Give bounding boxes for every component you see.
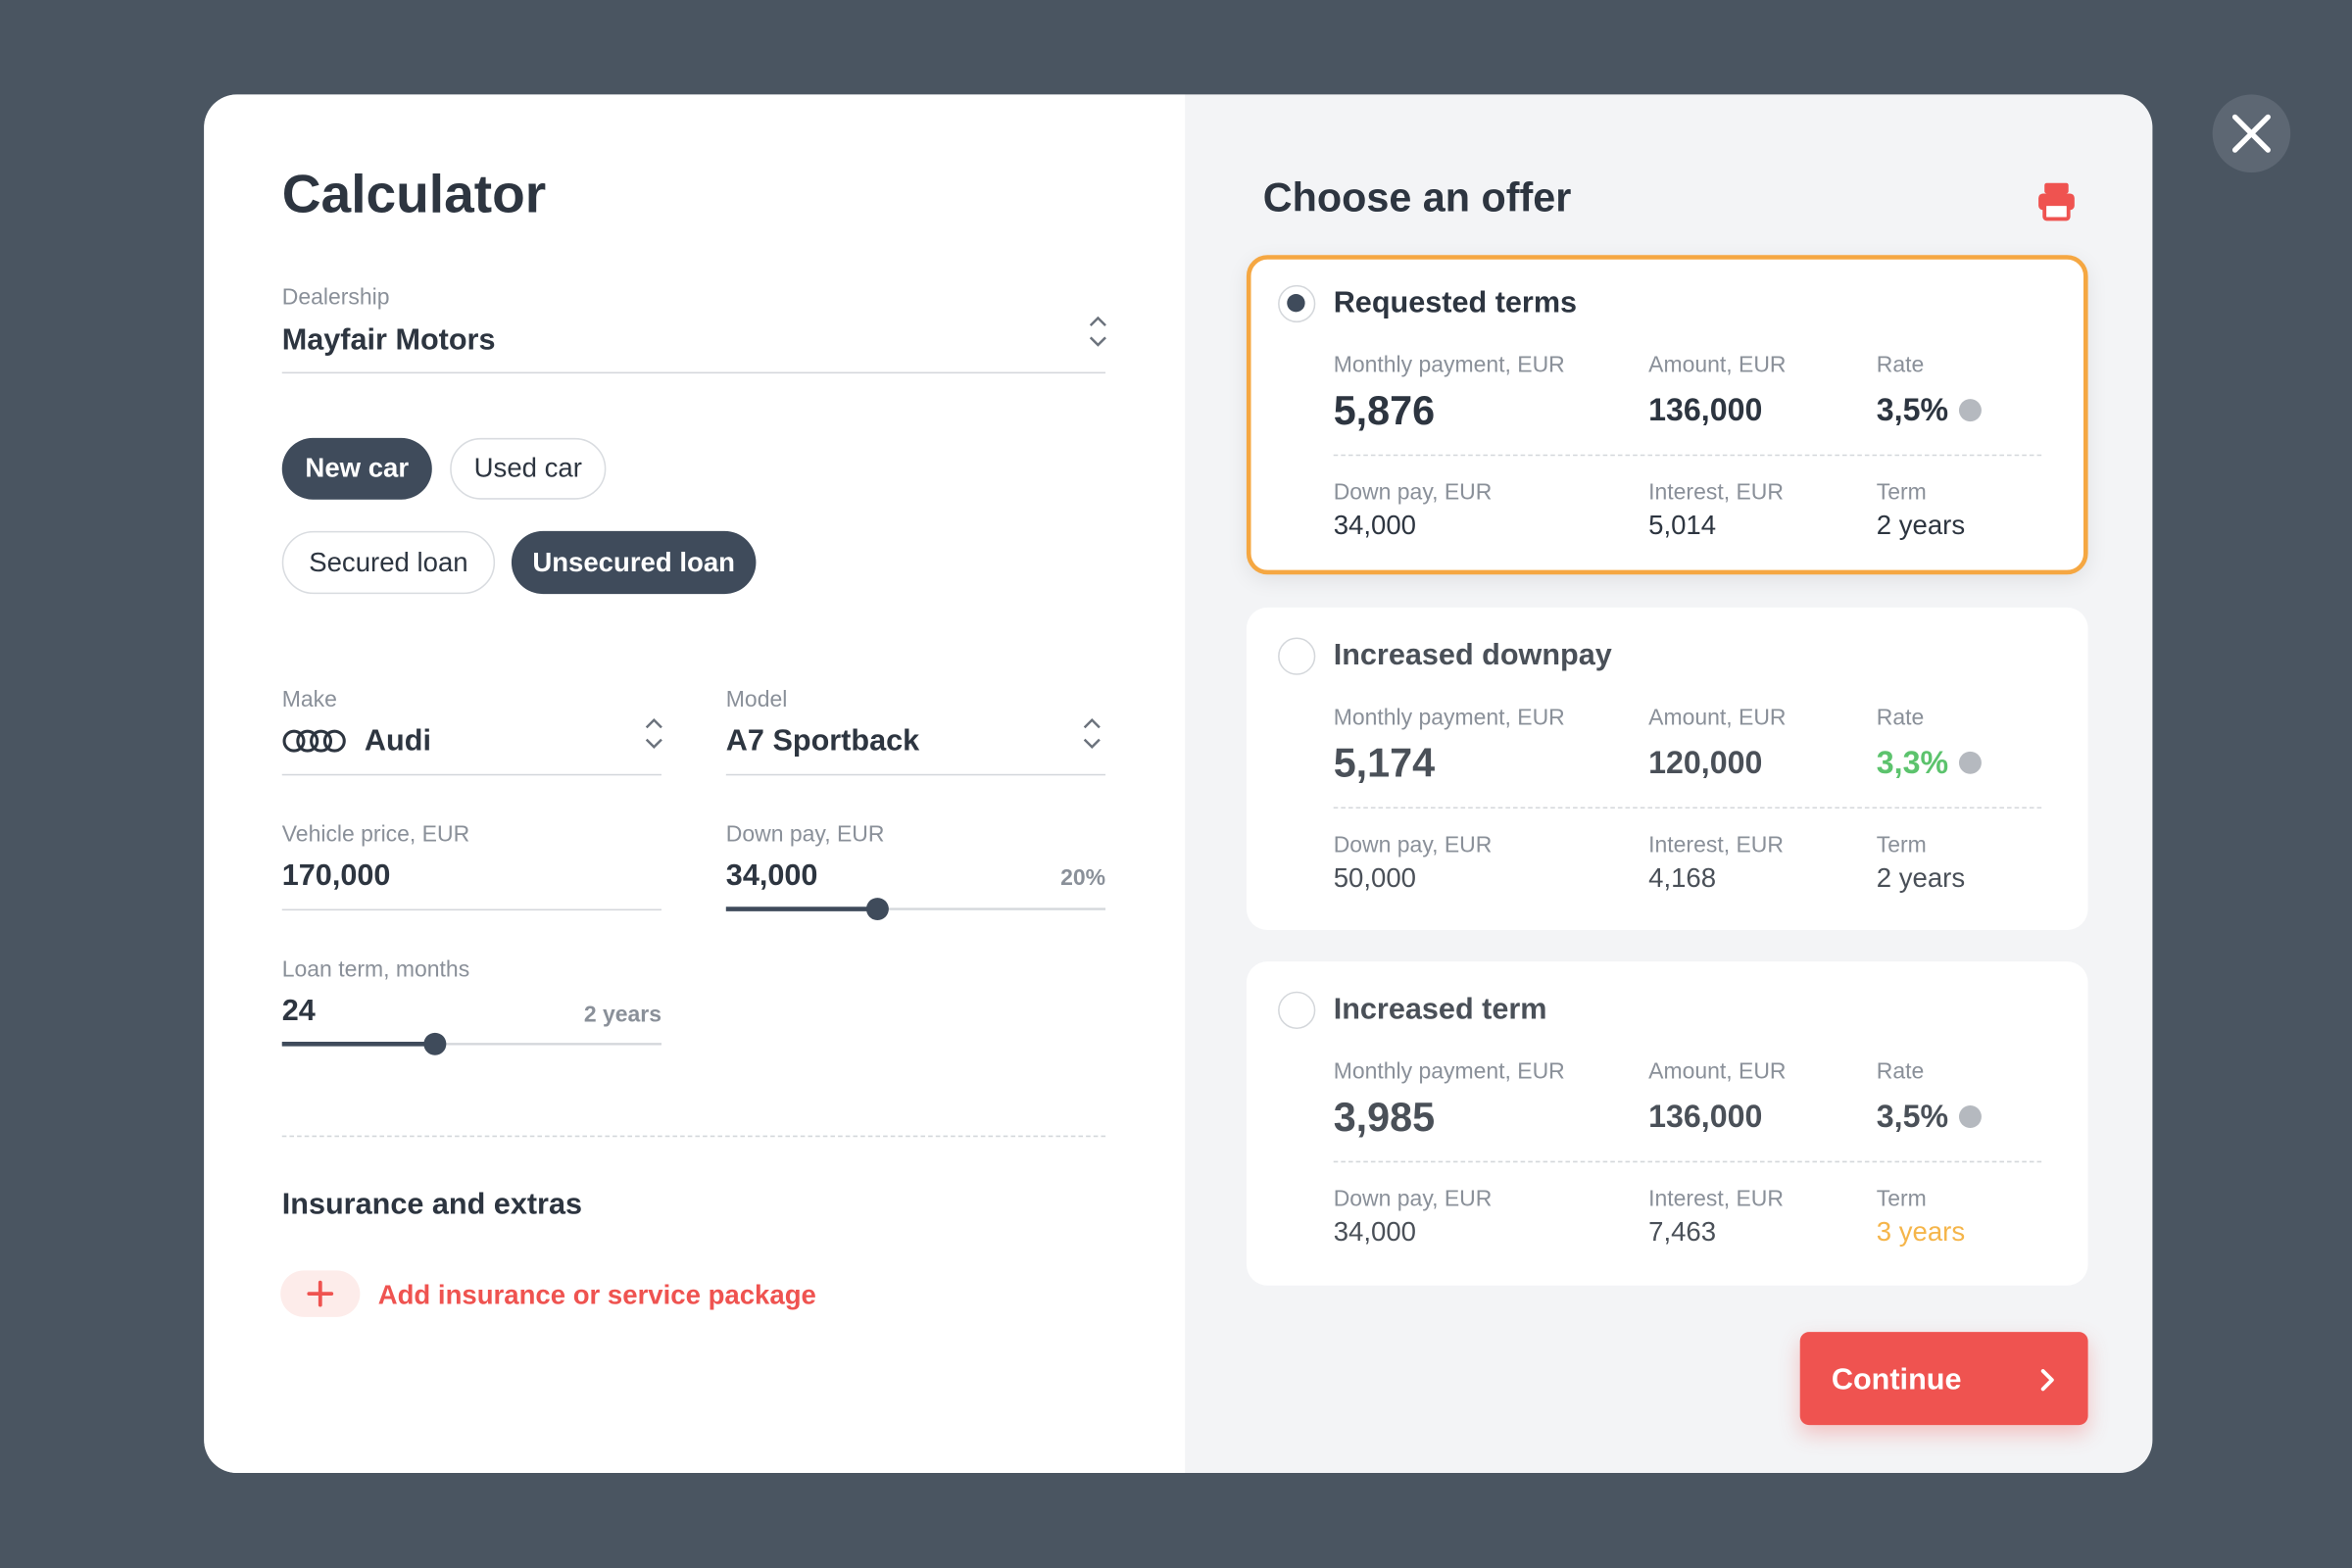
field-value[interactable]: A7 Sportback xyxy=(725,724,920,758)
field-value: 3,985 xyxy=(1333,1095,1436,1140)
offer-card[interactable]: Increased downpay Monthly payment, EUR 5,1… xyxy=(1246,607,2088,930)
radio[interactable] xyxy=(1278,637,1316,675)
radio[interactable] xyxy=(1278,991,1316,1029)
field-value: 2 years xyxy=(1876,862,1966,894)
select-arrows xyxy=(1083,717,1101,749)
field-label: Make xyxy=(281,687,337,713)
field-value: 5,014 xyxy=(1648,510,1717,541)
plus-icon xyxy=(307,1280,334,1307)
field-value: 7,463 xyxy=(1648,1216,1717,1248)
field-label: Monthly payment, EUR xyxy=(1333,1058,1565,1085)
offer-card[interactable]: Requested terms Monthly payment, EUR 5,876… xyxy=(1246,255,2088,575)
info-icon[interactable] xyxy=(1958,751,1982,774)
slider[interactable] xyxy=(276,1029,669,1059)
field-value[interactable]: 24 xyxy=(281,994,316,1028)
field-label: Monthly payment, EUR xyxy=(1333,705,1565,731)
offer-title: Increased term xyxy=(1333,993,1547,1026)
field-value: 3,5% xyxy=(1876,1100,1949,1135)
radio[interactable] xyxy=(1278,284,1316,323)
term-note: 2 years xyxy=(583,1002,662,1028)
close-button[interactable] xyxy=(2212,94,2291,173)
offers-title: Choose an offer xyxy=(1262,174,1572,220)
add-link[interactable]: Add insurance or service package xyxy=(377,1279,816,1310)
info-icon[interactable] xyxy=(1958,1105,1982,1129)
field-label: Interest, EUR xyxy=(1648,479,1784,506)
field-value: 34,000 xyxy=(1333,1216,1416,1248)
field-label: Term xyxy=(1876,1186,1927,1212)
field-label: Down pay, EUR xyxy=(1333,832,1493,858)
field-label: Term xyxy=(1876,832,1927,858)
field-value: 3,5% xyxy=(1876,393,1949,428)
field-label: Down pay, EUR xyxy=(725,821,885,848)
field-label: Term xyxy=(1876,479,1927,506)
field-label: Interest, EUR xyxy=(1648,1186,1784,1212)
field-value: 5,174 xyxy=(1333,740,1436,786)
toggle[interactable]: Secured loan xyxy=(281,530,496,595)
select-arrows xyxy=(1089,316,1106,347)
field-label: Rate xyxy=(1876,352,1925,378)
field-label: Amount, EUR xyxy=(1648,352,1787,378)
field-label: Rate xyxy=(1876,705,1925,731)
select-arrows xyxy=(645,717,662,749)
field-value: 50,000 xyxy=(1333,862,1416,894)
field-value[interactable]: Audi xyxy=(364,724,431,758)
field-value: 5,876 xyxy=(1333,388,1436,434)
info-icon[interactable] xyxy=(1958,399,1982,422)
percent: 20% xyxy=(1060,865,1106,892)
close-icon xyxy=(2231,114,2271,153)
field-label: Loan term, months xyxy=(281,956,470,983)
field-label: Dealership xyxy=(281,284,390,311)
divider xyxy=(1333,807,2042,808)
field-label: Amount, EUR xyxy=(1648,1058,1787,1085)
field-label: Vehicle price, EUR xyxy=(281,821,470,848)
toggle[interactable]: Unsecured loan xyxy=(511,530,757,595)
field-label: Model xyxy=(725,687,788,713)
field-value: 136,000 xyxy=(1648,393,1763,428)
offer-card[interactable]: Increased term Monthly payment, EUR 3,985 A… xyxy=(1246,961,2088,1286)
divider xyxy=(1333,1160,2042,1163)
field-value: 3 years xyxy=(1876,1216,1966,1248)
toggle[interactable]: New car xyxy=(281,437,432,500)
field-value: 120,000 xyxy=(1648,746,1763,781)
field-value: 34,000 xyxy=(1333,510,1416,541)
divider xyxy=(1333,454,2042,457)
calculator-panel xyxy=(204,94,1186,1474)
chevron xyxy=(2040,1369,2054,1392)
toggle[interactable]: Used car xyxy=(450,437,607,500)
field-label: Rate xyxy=(1876,1058,1925,1085)
field-value: 3,3% xyxy=(1876,746,1949,781)
field-label: Down pay, EUR xyxy=(1333,479,1493,506)
field-value: 2 years xyxy=(1876,510,1966,541)
add-button[interactable] xyxy=(280,1270,361,1317)
section-title: Insurance and extras xyxy=(281,1188,583,1221)
divider xyxy=(281,1135,1106,1138)
field-value: 136,000 xyxy=(1648,1100,1763,1135)
title: Calculator xyxy=(281,162,547,224)
slider[interactable] xyxy=(720,894,1113,924)
field-label: Monthly payment, EUR xyxy=(1333,352,1565,378)
field-label: Down pay, EUR xyxy=(1333,1186,1493,1212)
field-label: Interest, EUR xyxy=(1648,832,1784,858)
radio-dot xyxy=(1287,293,1305,313)
offer-title: Requested terms xyxy=(1333,286,1578,320)
field-label: Amount, EUR xyxy=(1648,705,1787,731)
field-value[interactable]: Mayfair Motors xyxy=(281,323,496,358)
make-logo xyxy=(282,729,346,753)
field-value[interactable]: 170,000 xyxy=(281,859,391,893)
field-value: 4,168 xyxy=(1648,862,1717,894)
print-icon[interactable] xyxy=(2035,180,2078,222)
button-label: Continue xyxy=(1831,1363,1962,1396)
field-value[interactable]: 34,000 xyxy=(725,859,818,893)
continue-button[interactable]: Continue xyxy=(1799,1332,2088,1426)
offer-title: Increased downpay xyxy=(1333,639,1612,672)
